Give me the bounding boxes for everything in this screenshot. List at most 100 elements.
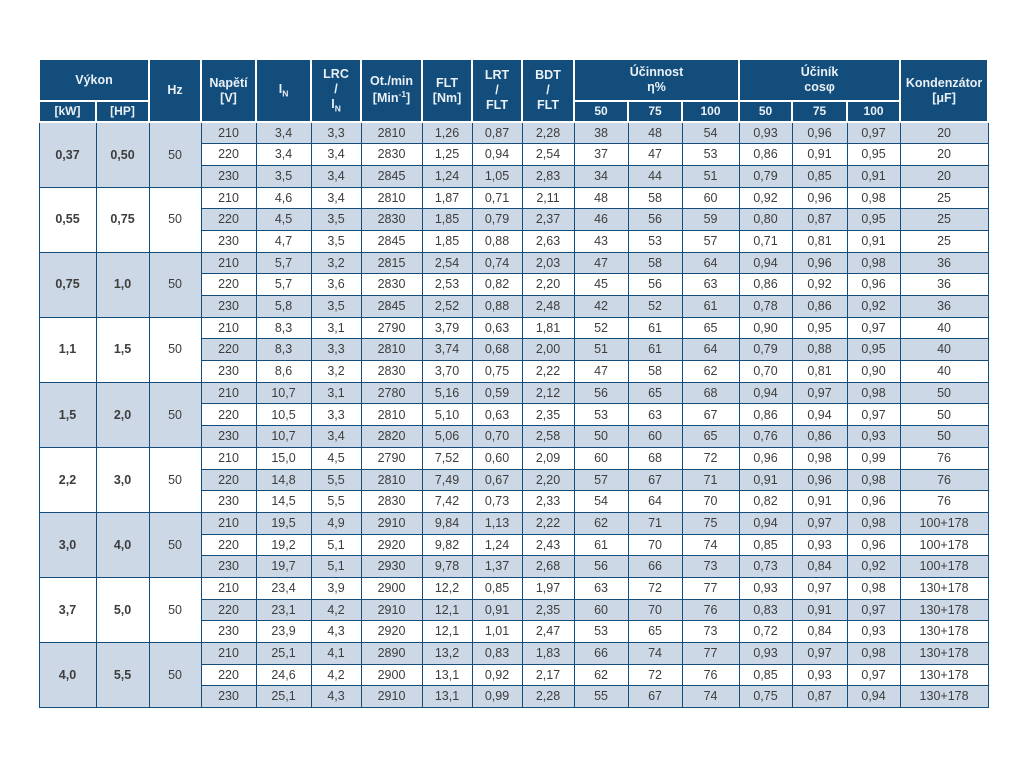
header-capacitor-line2: [μF] bbox=[932, 90, 956, 105]
cell-eff-100: 54 bbox=[681, 121, 740, 145]
cell-lrc-in: 3,4 bbox=[310, 164, 362, 188]
cell-voltage: 210 bbox=[200, 446, 257, 470]
header-lrt-label: LRT bbox=[484, 68, 510, 82]
cell-cos-50: 0,70 bbox=[738, 360, 793, 383]
cell-cos-75: 0,91 bbox=[791, 143, 848, 166]
cell-lrt-flt: 0,60 bbox=[471, 446, 523, 470]
header-current-subscript: N bbox=[282, 88, 289, 99]
header-current: IN bbox=[255, 58, 313, 123]
cell-bdt-flt: 2,20 bbox=[521, 273, 575, 296]
cell-eff-75: 68 bbox=[627, 446, 683, 470]
header-cos-75: 75 bbox=[791, 100, 849, 123]
cell-capacitor: 25 bbox=[899, 208, 989, 231]
cell-cos-75: 0,96 bbox=[791, 251, 848, 275]
cell-lrc-in: 5,1 bbox=[310, 533, 362, 557]
cell-bdt-flt: 2,37 bbox=[521, 208, 575, 231]
cell-eff-100: 59 bbox=[681, 208, 740, 231]
cell-cos-75: 0,85 bbox=[791, 164, 848, 188]
cell-in: 25,1 bbox=[255, 685, 312, 709]
cell-voltage: 210 bbox=[200, 576, 257, 600]
cell-cos-100: 0,96 bbox=[846, 490, 901, 513]
cell-cos-75: 0,96 bbox=[791, 468, 848, 492]
cell-cos-100: 0,91 bbox=[846, 229, 901, 253]
cell-cos-75: 0,91 bbox=[791, 490, 848, 513]
cell-voltage: 230 bbox=[200, 685, 257, 709]
cell-eff-75: 64 bbox=[627, 490, 683, 513]
cell-flt: 2,54 bbox=[421, 251, 473, 275]
cell-eff-75: 67 bbox=[627, 468, 683, 492]
table-row: 1,5 2,0 50 210 10,7 3,1 2780 5,16 0,59 2,12 56 65 68… bbox=[38, 381, 989, 448]
cell-rpm: 2910 bbox=[360, 598, 423, 622]
header-lrt-slash: / bbox=[495, 83, 499, 97]
header-cos-50: 50 bbox=[738, 100, 794, 123]
group-kw: 2,2 bbox=[38, 446, 97, 513]
header-eff-50: 50 bbox=[573, 100, 630, 123]
cell-capacitor: 130+178 bbox=[899, 576, 989, 600]
cell-in: 14,8 bbox=[255, 468, 312, 492]
cell-eff-75: 61 bbox=[627, 316, 683, 340]
cell-flt: 9,78 bbox=[421, 555, 473, 578]
cell-capacitor: 130+178 bbox=[899, 685, 989, 709]
cell-rpm: 2820 bbox=[360, 425, 423, 448]
table-row: 220 23,1 4,2 2910 12,1 0,91 2,35 60 70 76 0,83 0,91… bbox=[39, 598, 989, 622]
cell-in: 23,9 bbox=[255, 620, 312, 643]
cell-cos-100: 0,98 bbox=[846, 251, 901, 275]
cell-lrc-in: 4,3 bbox=[310, 620, 362, 643]
cell-rpm: 2810 bbox=[360, 338, 423, 362]
cell-in: 19,5 bbox=[255, 511, 312, 535]
cell-lrt-flt: 1,13 bbox=[471, 511, 523, 535]
cell-in: 10,5 bbox=[255, 403, 312, 427]
table-row: 0,37 0,50 50 210 3,4 3,3 2810 1,26 0,87 2,28 38 48 5… bbox=[38, 121, 989, 188]
cell-rpm: 2830 bbox=[360, 360, 423, 383]
cell-flt: 13,1 bbox=[421, 685, 473, 709]
cell-lrc-in: 3,2 bbox=[310, 251, 362, 275]
cell-voltage: 220 bbox=[200, 338, 257, 362]
header-efficiency: Účinnost η% bbox=[573, 58, 741, 102]
cell-eff-50: 55 bbox=[573, 685, 629, 709]
cell-cos-75: 0,87 bbox=[791, 208, 848, 231]
cell-cos-100: 0,97 bbox=[846, 598, 901, 622]
cell-in: 8,3 bbox=[255, 338, 312, 362]
cell-capacitor: 130+178 bbox=[899, 620, 989, 643]
cell-voltage: 220 bbox=[200, 208, 257, 231]
cell-capacitor: 40 bbox=[899, 360, 989, 383]
cell-rpm: 2790 bbox=[360, 446, 423, 470]
cell-lrt-flt: 0,99 bbox=[471, 685, 523, 709]
cell-cos-100: 0,93 bbox=[846, 620, 901, 643]
cell-bdt-flt: 1,81 bbox=[521, 316, 575, 340]
header-voltage-line2: [V] bbox=[220, 90, 237, 105]
cell-eff-100: 64 bbox=[681, 251, 740, 275]
cell-capacitor: 50 bbox=[899, 381, 989, 405]
cell-lrt-flt: 0,74 bbox=[471, 251, 523, 275]
cell-in: 4,5 bbox=[255, 208, 312, 231]
cell-capacitor: 50 bbox=[899, 403, 989, 427]
cell-voltage: 220 bbox=[200, 468, 257, 492]
cell-cos-50: 0,76 bbox=[738, 425, 793, 448]
cell-eff-100: 74 bbox=[681, 685, 740, 709]
cell-flt: 3,79 bbox=[421, 316, 473, 340]
cell-capacitor: 100+178 bbox=[899, 555, 989, 578]
cell-lrc-in: 5,1 bbox=[310, 555, 362, 578]
header-kw: [kW] bbox=[38, 100, 97, 123]
table-row: 230 3,5 3,4 2845 1,24 1,05 2,83 34 44 51 0,79 0,85 0… bbox=[39, 164, 989, 188]
cell-cos-75: 0,86 bbox=[791, 425, 848, 448]
cell-lrt-flt: 0,63 bbox=[471, 403, 523, 427]
cell-eff-50: 56 bbox=[573, 381, 629, 405]
group-kw: 0,75 bbox=[38, 251, 97, 318]
group-hz: 50 bbox=[148, 316, 202, 383]
cell-cos-50: 0,73 bbox=[738, 555, 793, 578]
table-row: 220 10,5 3,3 2810 5,10 0,63 2,35 53 63 67 0,86 0,94… bbox=[39, 403, 989, 427]
cell-eff-50: 63 bbox=[573, 576, 629, 600]
cell-rpm: 2920 bbox=[360, 533, 423, 557]
cell-bdt-flt: 2,63 bbox=[521, 229, 575, 253]
cell-flt: 1,85 bbox=[421, 208, 473, 231]
cell-lrc-in: 3,3 bbox=[310, 403, 362, 427]
cell-lrt-flt: 0,59 bbox=[471, 381, 523, 405]
header-capacitor-line1: Kondenzátor bbox=[905, 75, 983, 90]
cell-cos-50: 0,85 bbox=[738, 533, 793, 557]
group-hz: 50 bbox=[148, 511, 202, 578]
cell-eff-75: 70 bbox=[627, 533, 683, 557]
cell-in: 5,7 bbox=[255, 251, 312, 275]
cell-cos-50: 0,92 bbox=[738, 186, 793, 210]
cell-cos-50: 0,83 bbox=[738, 598, 793, 622]
